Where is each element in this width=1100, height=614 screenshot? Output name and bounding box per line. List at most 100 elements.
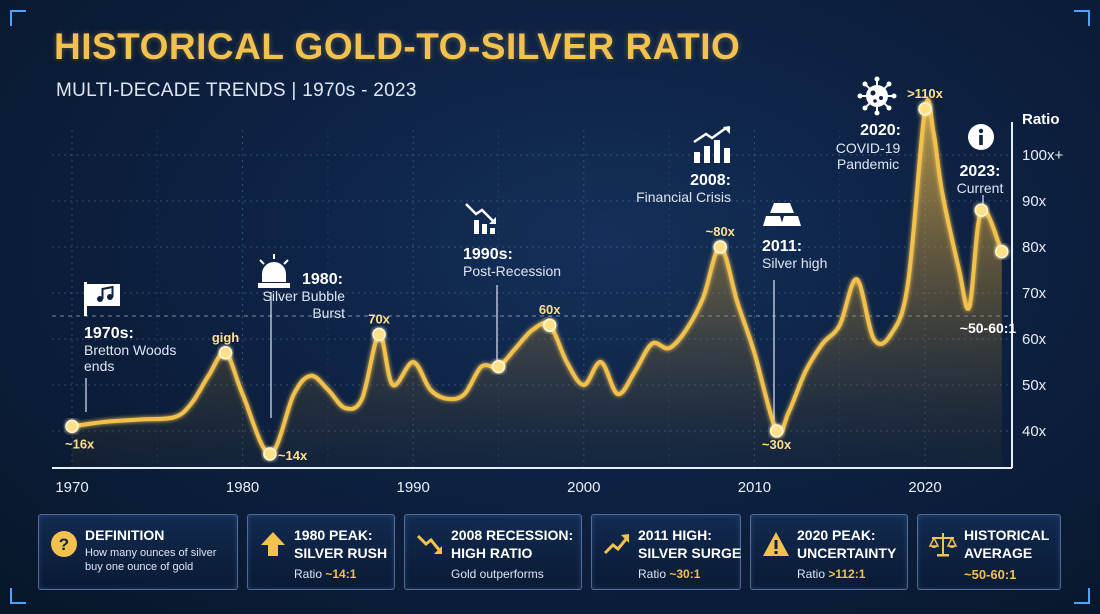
y-axis-title: Ratio — [1022, 111, 1060, 128]
y-axis-labels: 40x 50x 60x 70x 80x 90x 100x+ Ratio — [1022, 111, 1064, 440]
annotation-title: 2011: — [762, 238, 802, 255]
chart-points: ~16x gigh ~14x 70x 60x ~80x ~30x >110x ~50-60:1 — [65, 86, 1016, 463]
annotation-text: ends — [84, 358, 114, 374]
annotation-text: Burst — [312, 305, 345, 321]
data-point — [542, 318, 557, 332]
card-title: 1980 PEAK: — [294, 527, 373, 543]
x-tick-label: 2000 — [567, 479, 600, 496]
y-tick-label: 40x — [1022, 423, 1047, 440]
chart-area — [71, 98, 1004, 468]
data-label: ~14x — [278, 448, 308, 463]
data-point — [974, 203, 989, 217]
card-1980-peak: 1980 PEAK: SILVER RUSH Ratio ~14:1 — [247, 514, 395, 590]
card-title-2: SILVER RUSH — [294, 545, 388, 561]
annotation-title: 1970s: — [84, 325, 134, 342]
data-point — [769, 424, 784, 438]
card-historical-average: HISTORICAL AVERAGE ~50-60:1 — [917, 514, 1061, 590]
annotation-text: Post-Recession — [463, 263, 561, 279]
y-tick-label: 50x — [1022, 377, 1047, 394]
series-area-fill — [72, 99, 1002, 468]
y-tick-label: 90x — [1022, 193, 1047, 210]
card-definition: ? DEFINITION How many ounces of silver bu… — [38, 514, 238, 590]
data-label: ~30x — [762, 437, 792, 452]
card-sub: Gold outperforms — [451, 567, 544, 581]
card-title: 2008 RECESSION: — [451, 527, 574, 543]
data-label: gigh — [212, 330, 239, 345]
annotation-title: 1980: — [302, 271, 343, 288]
card-2011-high: 2011 HIGH: SILVER SURGE Ratio ~30:1 — [591, 514, 741, 590]
annotation-text: Current — [957, 180, 1004, 196]
data-point — [263, 447, 277, 461]
card-title: 2020 PEAK: — [797, 527, 876, 543]
warning-icon — [763, 532, 789, 556]
card-2020-peak: 2020 PEAK: UNCERTAINTY Ratio >112:1 — [750, 514, 908, 590]
data-label: ~80x — [706, 224, 736, 239]
annotation-text: Pandemic — [837, 156, 899, 172]
virus-icon — [857, 76, 897, 116]
card-title: DEFINITION — [85, 527, 165, 543]
annotation-title: 2020: — [860, 122, 901, 139]
data-point — [218, 346, 233, 360]
data-point — [372, 327, 386, 342]
card-sub: ~50-60:1 — [964, 567, 1017, 582]
up-trend-icon — [603, 534, 629, 555]
annotation-text: Financial Crisis — [636, 189, 731, 205]
y-tick-label: 60x — [1022, 331, 1047, 348]
data-label: 70x — [368, 311, 390, 326]
data-label: >110x — [907, 86, 944, 101]
card-sub: Ratio >112:1 — [797, 567, 866, 581]
page-title: HISTORICAL GOLD-TO-SILVER RATIO — [54, 26, 741, 67]
corner-decoration — [10, 10, 26, 26]
corner-decoration — [1074, 10, 1090, 26]
y-tick-label: 70x — [1022, 285, 1047, 302]
x-tick-label: 2010 — [738, 479, 771, 496]
card-sub: Ratio ~14:1 — [294, 567, 357, 581]
x-tick-label: 1990 — [397, 479, 430, 496]
card-title-2: AVERAGE — [964, 545, 1033, 561]
data-point — [65, 419, 79, 434]
card-title: 2011 HIGH: — [638, 527, 712, 543]
y-tick-label: 80x — [1022, 239, 1047, 256]
annotation-title: 2008: — [690, 172, 731, 189]
x-tick-label: 1980 — [226, 479, 259, 496]
card-title: HISTORICAL — [964, 527, 1050, 543]
annotation-text: Silver Bubble — [263, 288, 346, 304]
music-note-flag-icon — [84, 282, 120, 316]
card-description: How many ounces of silver buy one ounce o… — [85, 547, 217, 573]
question-icon: ? — [51, 531, 77, 557]
svg-text:?: ? — [59, 535, 69, 554]
corner-decoration — [10, 588, 26, 604]
down-trend-icon — [416, 534, 442, 554]
corner-decoration — [1074, 588, 1090, 604]
current-ratio-label: ~50-60:1 — [960, 320, 1017, 336]
data-label: 60x — [539, 302, 561, 317]
y-tick-label: 100x+ — [1022, 147, 1064, 164]
annotation-text: Silver high — [762, 255, 827, 271]
rising-chart-icon — [693, 126, 730, 163]
page-subtitle: MULTI-DECADE TRENDS | 1970s - 2023 — [56, 80, 417, 101]
data-point — [995, 244, 1009, 259]
data-point — [713, 240, 728, 254]
card-sub: Ratio ~30:1 — [638, 567, 701, 581]
info-icon — [968, 124, 994, 150]
data-point — [918, 102, 932, 116]
card-2008-recession: 2008 RECESSION: HIGH RATIO Gold outperfo… — [404, 514, 582, 590]
chart-axes — [52, 122, 1013, 469]
scales-icon — [928, 533, 958, 557]
up-arrow-icon — [261, 532, 285, 556]
silver-bars-icon — [763, 203, 801, 226]
alarm-light-icon — [258, 254, 290, 288]
annotation-title: 2023: — [960, 163, 1001, 180]
x-axis-labels: 1970 1980 1990 2000 2010 2020 — [55, 479, 941, 496]
x-tick-label: 2020 — [908, 479, 941, 496]
series-line — [71, 98, 1004, 456]
annotation-text: COVID-19 — [836, 140, 901, 156]
data-label: ~16x — [65, 436, 95, 451]
annotation-text: Bretton Woods — [84, 342, 176, 358]
falling-chart-icon — [465, 203, 496, 234]
card-title-2: UNCERTAINTY — [797, 545, 897, 561]
annotation-title: 1990s: — [463, 246, 513, 263]
